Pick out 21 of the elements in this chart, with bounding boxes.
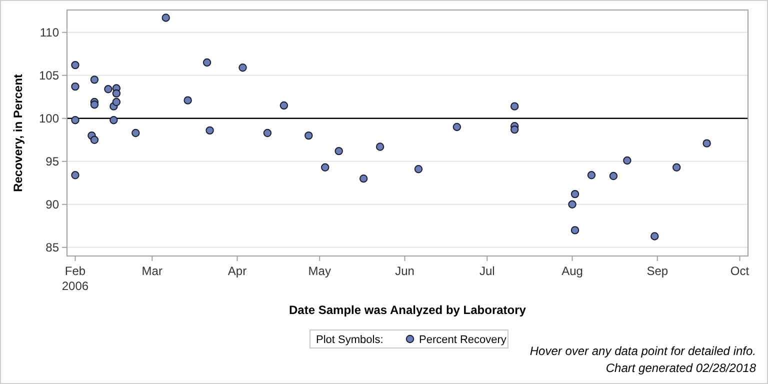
x-tick-label: Aug [562,264,583,278]
text: Hover over any data point for detailed info. [530,344,756,358]
legend-label: Percent Recovery [419,334,507,346]
y-tick-label: 95 [46,154,60,169]
x-tick-label: May [308,264,331,278]
text: Chart generated 02/28/2018 [606,361,756,375]
x-tick-label: Jun [395,264,414,278]
x-tick-label: Mar [142,264,162,278]
legend-title: Plot Symbols: [316,334,384,346]
x-tick-label: Oct [730,264,750,278]
x-tick-label: Feb 2006 [62,264,89,293]
x-axis-title: Date Sample was Analyzed by Laboratory [289,303,526,317]
y-tick-label: 105 [38,68,60,83]
y-tick-label: 90 [46,198,60,212]
x-tick-label: Sep [646,264,668,278]
x-tick-label: Apr [228,264,247,278]
y-tick-label: 100 [38,112,60,126]
y-tick-label: 85 [46,240,60,255]
y-tick-label: 110 [40,26,60,40]
x-tick-label: Jul [479,264,495,278]
y-axis-title: Recovery, in Percent [11,74,25,192]
